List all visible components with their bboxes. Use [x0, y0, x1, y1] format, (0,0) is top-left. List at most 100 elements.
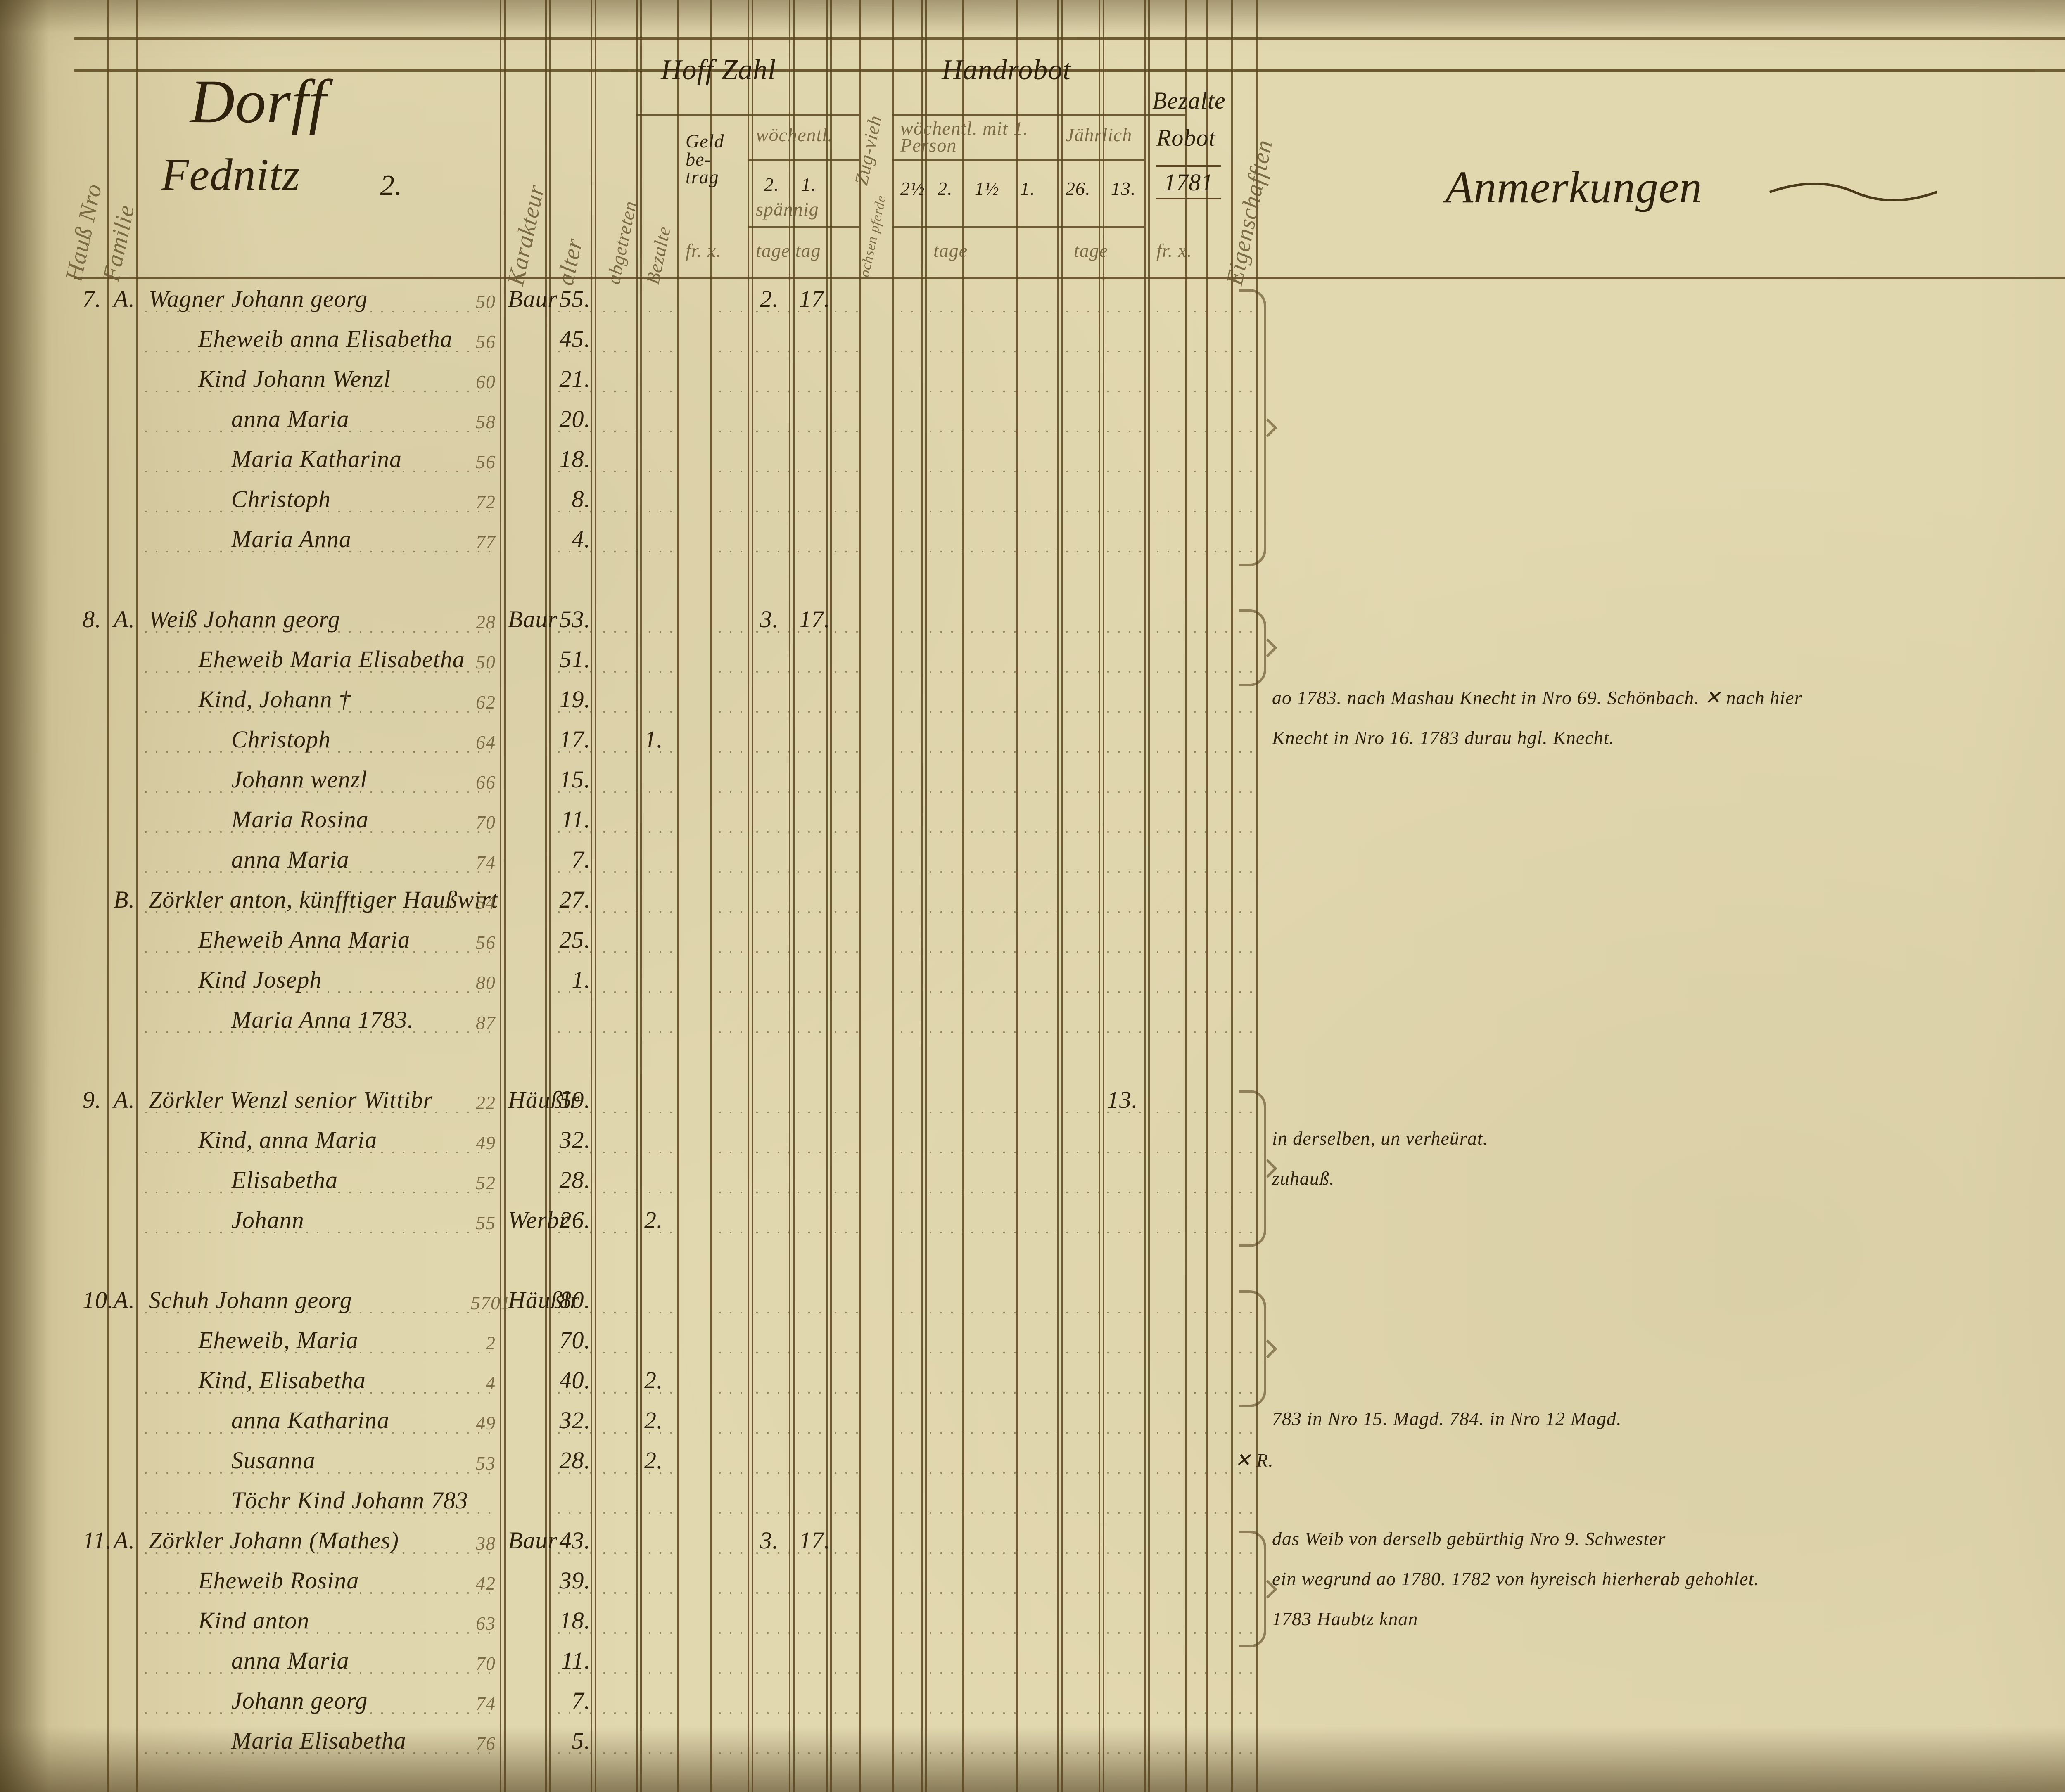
person-id: 49 — [471, 1132, 496, 1154]
vline — [136, 0, 138, 1792]
dot-leader — [714, 1352, 748, 1353]
dot-leader — [1103, 1472, 1144, 1474]
dot-leader — [1020, 1712, 1057, 1714]
dot-leader — [1061, 1112, 1099, 1113]
dot-leader — [1210, 1352, 1231, 1353]
person-id: 22 — [471, 1092, 496, 1114]
dot-leader — [714, 1592, 748, 1594]
dot-leader — [752, 1112, 789, 1113]
dot-leader — [896, 1352, 921, 1353]
dot-leader — [714, 871, 748, 873]
dot-leader — [966, 1352, 1016, 1353]
dot-leader — [752, 551, 789, 552]
dot-leader — [966, 951, 1016, 953]
dot-leader — [1235, 791, 1256, 793]
dot-leader — [896, 431, 921, 432]
family-letter: A. — [114, 1086, 135, 1114]
dot-leader — [752, 1152, 789, 1153]
dot-leader — [1061, 671, 1099, 673]
dot-leader — [793, 831, 826, 833]
dot-leader — [1103, 1312, 1144, 1313]
dot-leader — [966, 751, 1016, 753]
dot-leader — [830, 1031, 859, 1033]
dot-leader — [1189, 431, 1206, 432]
col-c2: 2. — [760, 285, 779, 313]
dot-leader — [1020, 751, 1057, 753]
dot-leader — [1020, 1672, 1057, 1674]
dot-leader — [1061, 1472, 1099, 1474]
dot-leader — [752, 951, 789, 953]
dot-leader — [599, 1712, 636, 1714]
dot-leader — [1103, 1592, 1144, 1594]
dot-leader — [925, 711, 962, 713]
dot-leader — [896, 1031, 921, 1033]
dot-leader — [1152, 831, 1185, 833]
dot-leader — [1235, 991, 1256, 993]
dot-leader — [1189, 791, 1206, 793]
house-no: 9. — [83, 1086, 102, 1114]
dot-leader — [1189, 1432, 1206, 1434]
vline-pair — [545, 0, 547, 1792]
dot-leader — [1103, 1352, 1144, 1353]
age: 18. — [558, 445, 591, 473]
dot-leader — [752, 991, 789, 993]
dot-leader — [1189, 391, 1206, 392]
dot-leader — [1020, 1352, 1057, 1353]
dot-leader — [925, 991, 962, 993]
dot-leader — [752, 431, 789, 432]
age: 55. — [558, 285, 591, 313]
dot-leader — [599, 431, 636, 432]
hand-2: 2. — [938, 178, 953, 199]
dot-leader — [1189, 1352, 1206, 1353]
hoff-1: 1. — [801, 173, 817, 195]
person-name: Johann wenzl — [231, 766, 367, 793]
dot-leader — [793, 1031, 826, 1033]
dot-leader — [966, 671, 1016, 673]
person-id: 50 — [471, 651, 496, 673]
dot-leader — [599, 911, 636, 913]
dot-leader — [896, 1512, 921, 1514]
dot-leader — [925, 1392, 962, 1394]
dot-leader — [599, 1192, 636, 1193]
person-name: Eheweib Anna Maria — [198, 926, 410, 953]
dot-leader — [896, 351, 921, 352]
dot-leader — [1210, 911, 1231, 913]
remark: 1783 Haubtz knan — [1272, 1609, 2065, 1629]
person-name: Eheweib anna Elisabetha — [198, 325, 453, 353]
col-r13: 13. — [1107, 1086, 1138, 1114]
dot-leader — [925, 311, 962, 312]
dot-leader — [793, 431, 826, 432]
dot-leader — [714, 511, 748, 512]
col-c3: 17. — [799, 285, 831, 313]
dot-leader — [644, 391, 677, 392]
dot-leader — [1152, 1512, 1185, 1514]
age: 18. — [558, 1607, 591, 1634]
vline-pair — [1099, 0, 1100, 1792]
dot-leader — [1210, 551, 1231, 552]
dot-leader — [1103, 991, 1144, 993]
dot-leader — [966, 1672, 1016, 1674]
dot-leader — [1061, 551, 1099, 552]
dot-leader — [1152, 351, 1185, 352]
age: 20. — [558, 405, 591, 433]
remark: 783 in Nro 15. Magd. 784. in Nro 12 Magd… — [1272, 1409, 2065, 1429]
flourish-icon — [1768, 173, 1941, 211]
hline-sub — [748, 226, 859, 228]
dot-leader — [830, 1752, 859, 1754]
dot-leader — [896, 1312, 921, 1313]
dot-leader — [1061, 431, 1099, 432]
dot-leader — [1189, 1392, 1206, 1394]
dot-leader — [1020, 1152, 1057, 1153]
group-hoffzahl: Hoff Zahl — [661, 54, 776, 87]
dot-leader — [793, 551, 826, 552]
dot-leader — [925, 1352, 962, 1353]
dot-leader — [714, 471, 748, 472]
dot-leader — [644, 951, 677, 953]
dot-leader — [830, 1392, 859, 1394]
hand-1: 1. — [1020, 178, 1035, 199]
person-id: 58 — [471, 411, 496, 433]
dot-leader — [1020, 1432, 1057, 1434]
dot-leader — [966, 311, 1016, 312]
dot-leader — [1210, 471, 1231, 472]
col-c1: 1. — [644, 725, 663, 753]
